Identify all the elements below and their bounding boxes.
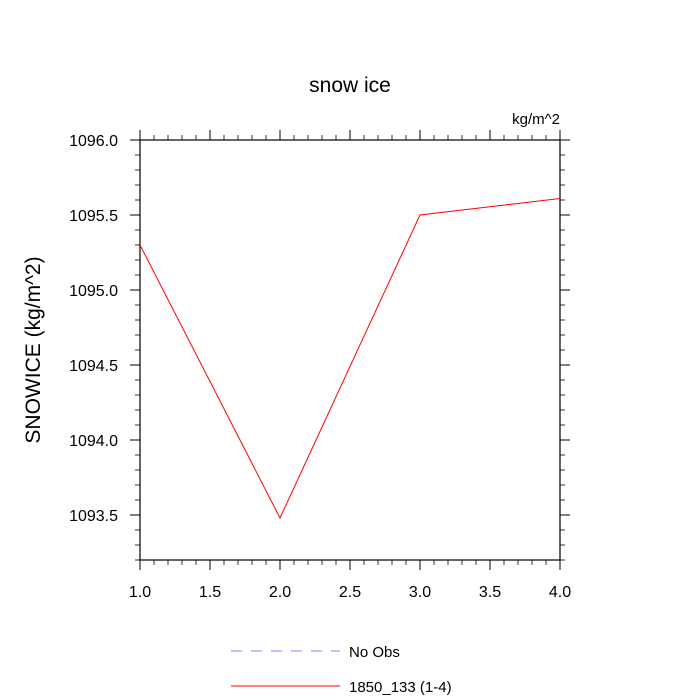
series-line [140, 198, 560, 520]
y-tick-label: 1094.5 [69, 358, 118, 375]
chart-title: snow ice [309, 74, 391, 97]
y-tick-label: 1094.0 [69, 433, 118, 450]
legend-label: No Obs [349, 644, 400, 661]
x-tick-label: 1.5 [199, 584, 221, 601]
x-tick-label: 3.0 [409, 584, 431, 601]
x-tick-label: 2.5 [339, 584, 361, 601]
y-tick-label: 1093.5 [69, 508, 118, 525]
x-tick-label: 2.0 [269, 584, 291, 601]
y-axis-label: SNOWICE (kg/m^2) [22, 256, 45, 443]
axis-ticks: 1.0 1.5 2.0 2.5 3.0 3.5 4.0 1093.5 1094.0 1094.5 1… [69, 130, 571, 601]
y-tick-label: 1096.0 [69, 133, 118, 150]
y-tick-label: 1095.5 [69, 208, 118, 225]
series-layer [140, 198, 560, 520]
plot-frame [139, 139, 561, 561]
x-tick-label: 1.0 [129, 584, 151, 601]
legend: No Obs 1850_133 (1-4) [231, 644, 452, 696]
x-tick-label: 3.5 [479, 584, 501, 601]
units-label: kg/m^2 [512, 111, 560, 128]
y-tick-label: 1095.0 [69, 283, 118, 300]
legend-label: 1850_133 (1-4) [349, 679, 452, 696]
x-tick-label: 4.0 [549, 584, 571, 601]
